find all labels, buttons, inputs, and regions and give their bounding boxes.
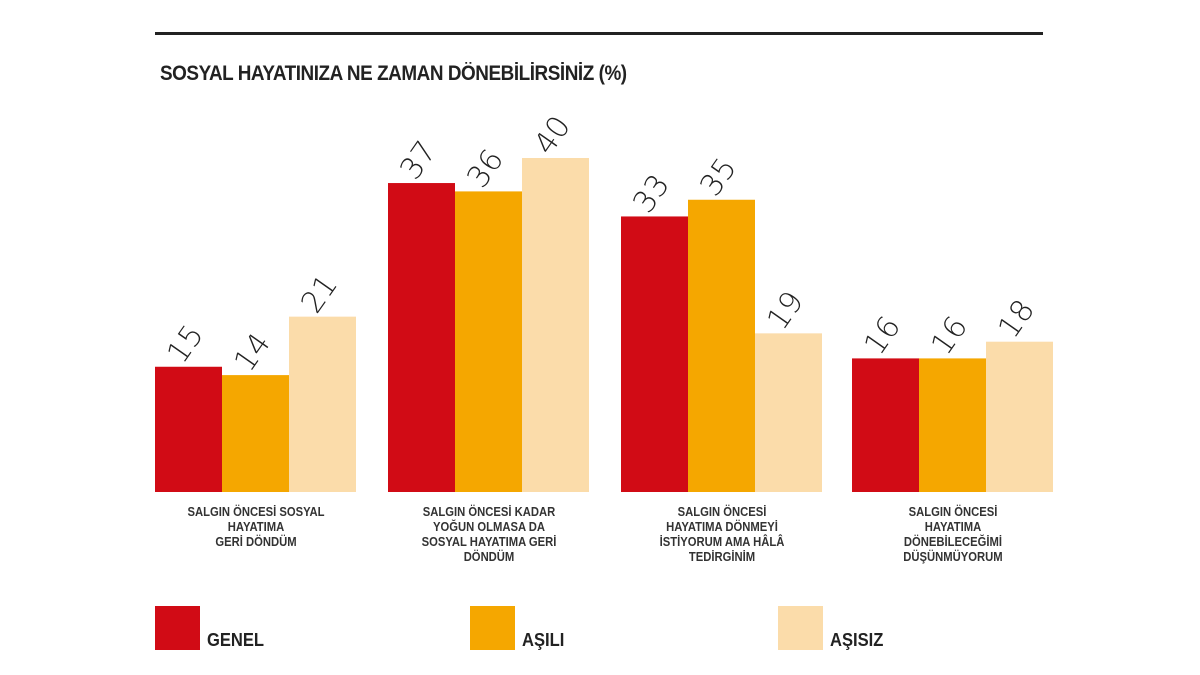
- category-label-line: SALGIN ÖNCESİ: [677, 505, 766, 519]
- data-label: 21: [294, 268, 345, 319]
- data-label: 18: [991, 293, 1042, 344]
- bar-genel-2: [621, 216, 688, 492]
- bar-aşili-1: [455, 191, 522, 492]
- bar-aşili-3: [919, 358, 986, 492]
- data-label: 15: [160, 318, 211, 369]
- category-label: SALGIN ÖNCESİ HAYATIMA DÖNEBİLECEĞİMİ DÜŞÜN…: [863, 505, 1043, 565]
- category-label-line: SALGIN ÖNCESİ SOSYAL: [186, 505, 325, 519]
- data-label: 16: [924, 310, 975, 361]
- category-label: SALGIN ÖNCESİ KADAR YOĞUN OLMASA DA SOSYAL…: [399, 505, 579, 565]
- category-label: SALGIN ÖNCESİ HAYATIMA DÖNMEYİ İSTİYORUM A…: [632, 505, 812, 565]
- category-label-line: DÖNEBİLECEĞİMİ: [903, 535, 1002, 549]
- category-label-line: GERİ DÖNDÜM: [214, 535, 297, 549]
- data-label: 36: [460, 143, 511, 194]
- legend-swatch-genel: [155, 606, 200, 650]
- category-label-line: HAYATIMA DÖNMEYİ: [665, 520, 778, 534]
- bar-aşisiz-2: [755, 333, 822, 492]
- legend-swatch-aşisiz: [778, 606, 823, 650]
- bar-aşili-2: [688, 199, 755, 492]
- data-label: 40: [527, 110, 578, 161]
- data-label: 35: [693, 151, 744, 202]
- bar-aşili-0: [222, 375, 289, 492]
- category-label-line: HAYATIMA: [924, 520, 981, 534]
- data-label: 16: [857, 310, 908, 361]
- legend-label: GENEL: [207, 630, 265, 650]
- category-label-line: DÖNDÜM: [463, 550, 514, 564]
- bar-aşisiz-1: [522, 158, 589, 492]
- legend-swatch-aşili: [470, 606, 515, 650]
- category-label-line: TEDİRGİNİM: [688, 550, 755, 564]
- category-label-line: DÜŞÜNMÜYORUM: [902, 550, 1003, 564]
- bar-genel-3: [852, 358, 919, 492]
- top-rule: [155, 32, 1043, 35]
- data-label: 14: [227, 327, 278, 378]
- data-label: 33: [626, 168, 677, 219]
- category-label-line: SALGIN ÖNCESİ: [908, 505, 997, 519]
- legend-label: AŞILI: [522, 630, 565, 650]
- bar-aşisiz-0: [289, 316, 356, 492]
- data-label: 37: [393, 135, 444, 186]
- category-label: SALGIN ÖNCESİ SOSYAL HAYATIMA GERİ DÖNDÜM: [166, 505, 346, 550]
- legend-label: AŞISIZ: [830, 630, 884, 650]
- category-label-line: İSTİYORUM AMA HÂLÂ: [659, 535, 784, 549]
- chart-title: SOSYAL HAYATINIZA NE ZAMAN DÖNEBİLİRSİNİ…: [160, 62, 627, 85]
- bar-genel-0: [155, 366, 222, 492]
- data-label: 19: [760, 285, 811, 336]
- category-label-line: HAYATIMA: [227, 520, 284, 534]
- category-label-line: SOSYAL HAYATIMA GERİ: [421, 535, 556, 549]
- bar-aşisiz-3: [986, 341, 1053, 492]
- category-label-line: SALGIN ÖNCESİ KADAR: [422, 505, 555, 519]
- bar-genel-1: [388, 183, 455, 493]
- category-label-line: YOĞUN OLMASA DA: [432, 520, 545, 534]
